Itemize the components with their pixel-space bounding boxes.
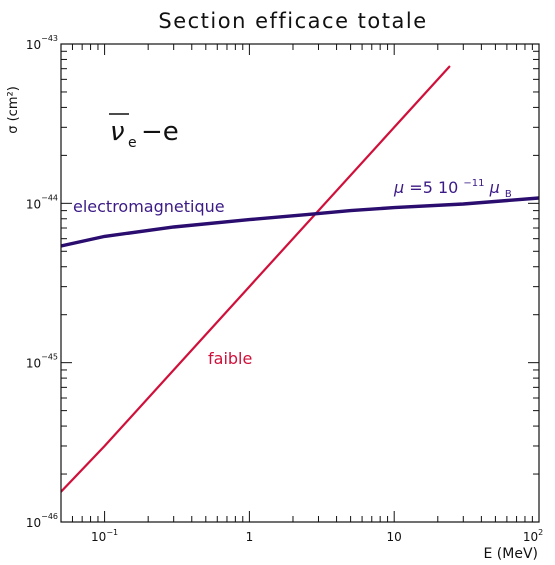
mu-exponent: −11 <box>463 178 484 189</box>
mu-symbol: μ <box>393 178 404 197</box>
mu-equals: =5 10 <box>409 178 458 197</box>
x-tick-label: 10 <box>387 530 402 544</box>
y-tick-label: 10−45 <box>26 353 58 371</box>
process-label: ν e −e <box>109 113 179 151</box>
y-tick-label: 10−46 <box>26 512 58 530</box>
annotation-faible: faible <box>208 349 252 368</box>
annotation-mu-formula: μ =5 10 −11 μ B <box>393 171 512 200</box>
process-label-nu: ν <box>110 117 125 147</box>
x-tick-label: 102 <box>523 528 543 544</box>
x-tick-labels: 10−1 1 10 102 <box>91 528 543 544</box>
process-label-rest: −e <box>141 117 179 147</box>
axis-ticks <box>60 43 540 523</box>
x-tick-label: 1 <box>246 530 254 544</box>
y-tick-label: 10−44 <box>26 193 58 211</box>
annotation-electromagnetique: electromagnetique <box>73 197 225 216</box>
mu-b-symbol: μ <box>489 178 500 197</box>
x-tick-label: 10−1 <box>91 528 118 544</box>
chart-title: Section efficace totale <box>158 9 427 33</box>
series-layer <box>61 65 539 493</box>
y-axis-label-text: σ (cm²) <box>6 86 21 134</box>
x-axis-label: E (MeV) <box>484 546 539 562</box>
y-tick-label: 10−43 <box>26 34 58 52</box>
y-tick-labels: 10−46 10−45 10−44 10−43 <box>26 34 58 530</box>
y-axis-label: σ (cm²) <box>6 86 21 134</box>
series-line-electromagnetique <box>61 196 539 248</box>
series-line-faible <box>61 65 451 493</box>
mu-b-subscript: B <box>505 189 512 200</box>
process-label-sub: e <box>128 135 137 151</box>
plot-frame <box>60 43 540 523</box>
